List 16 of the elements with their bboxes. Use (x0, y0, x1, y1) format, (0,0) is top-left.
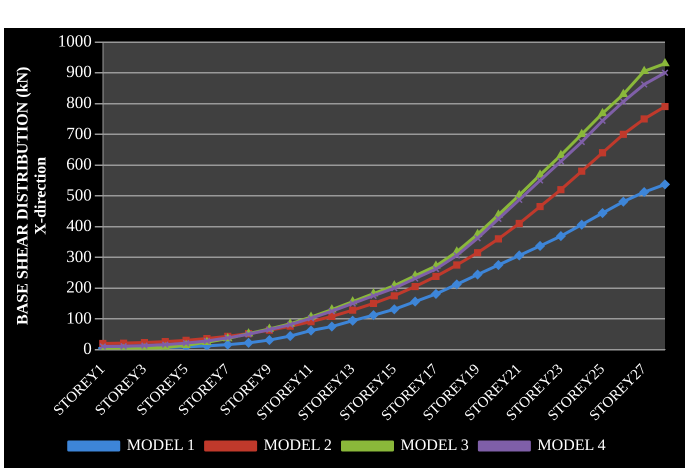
y-tick-label: 200 (66, 278, 92, 297)
y-tick-label: 700 (66, 124, 92, 143)
legend-label: MODEL 2 (264, 437, 332, 454)
y-tick-label: 100 (66, 308, 92, 328)
y-tick-label: 1000 (58, 31, 92, 50)
y-tick-label: 400 (66, 216, 92, 236)
y-tick-label: 800 (66, 92, 92, 112)
legend-label: MODEL 4 (537, 437, 606, 454)
y-axis-title: BASE SHEAR DISTRIBUTION (kN) X-direction (14, 66, 50, 325)
y-tick-label: 900 (66, 62, 92, 82)
y-tick-label: 0 (83, 339, 92, 358)
legend-label: MODEL 1 (126, 437, 196, 454)
y-tick-label: 300 (66, 246, 92, 266)
y-tick-label: 600 (66, 154, 92, 174)
y-tick-label: 500 (66, 185, 92, 204)
legend-label: MODEL 3 (400, 437, 469, 454)
